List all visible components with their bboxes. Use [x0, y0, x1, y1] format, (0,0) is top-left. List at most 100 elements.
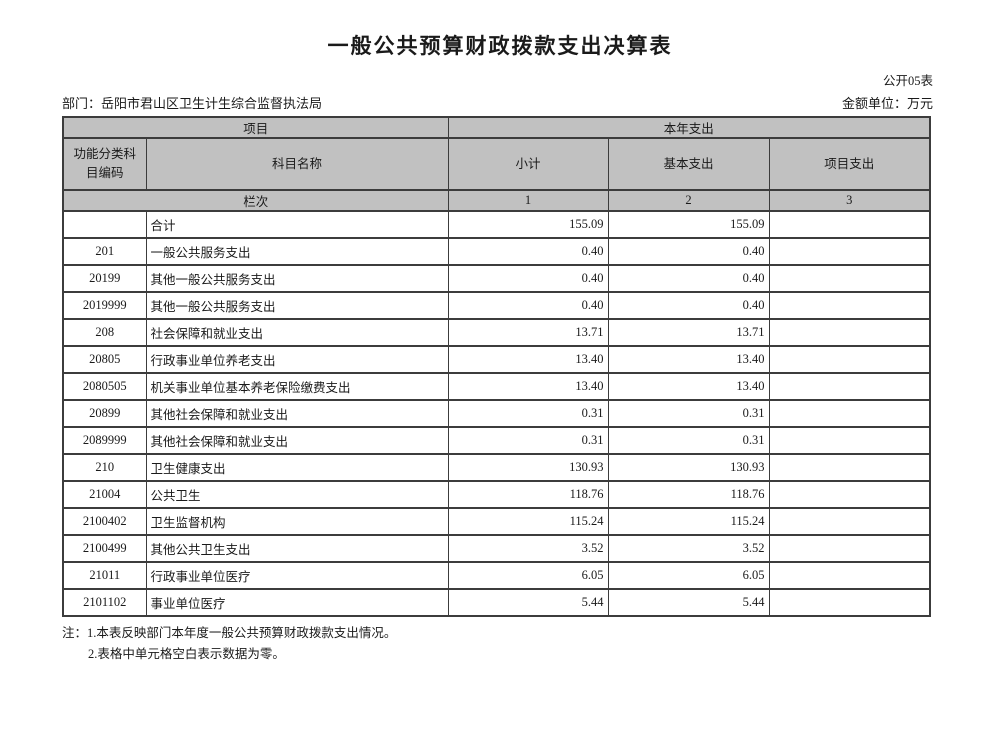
header-lanci: 栏次 — [62, 189, 449, 212]
header-row-lanci: 栏次 1 2 3 — [62, 189, 931, 212]
header-colnum-3: 3 — [768, 189, 931, 212]
cell-subtotal: 155.09 — [447, 210, 609, 239]
header-current-year-group: 本年支出 — [447, 116, 931, 139]
cell-name: 其他公共卫生支出 — [145, 534, 449, 563]
cell-subtotal: 13.40 — [447, 345, 609, 374]
cell-project — [768, 318, 931, 347]
cell-code: 2100499 — [62, 534, 147, 563]
table-row: 201 一般公共服务支出 0.40 0.40 — [62, 237, 931, 266]
cell-project — [768, 588, 931, 617]
cell-subtotal: 0.40 — [447, 237, 609, 266]
department-label: 部门：岳阳市君山区卫生计生综合监督执法局 — [62, 96, 323, 111]
cell-code: 201 — [62, 237, 147, 266]
cell-basic: 6.05 — [607, 561, 770, 590]
header-colnum-2: 2 — [607, 189, 770, 212]
unit-label: 金额单位：万元 — [841, 96, 933, 111]
table-code-label: 公开05表 — [882, 74, 933, 88]
table-row: 2089999 其他社会保障和就业支出 0.31 0.31 — [62, 426, 931, 455]
header-subtotal: 小计 — [447, 137, 609, 191]
cell-code: 21011 — [62, 561, 147, 590]
cell-subtotal: 0.31 — [447, 426, 609, 455]
table-row: 2080505 机关事业单位基本养老保险缴费支出 13.40 13.40 — [62, 372, 931, 401]
cell-code: 210 — [62, 453, 147, 482]
table-row: 2100402 卫生监督机构 115.24 115.24 — [62, 507, 931, 536]
header-code: 功能分类科目编码 — [62, 137, 147, 191]
note-line-1: 注：1.本表反映部门本年度一般公共预算财政拨款支出情况。 — [62, 626, 397, 640]
cell-basic: 0.31 — [607, 426, 770, 455]
table-row: 208 社会保障和就业支出 13.71 13.71 — [62, 318, 931, 347]
cell-project — [768, 345, 931, 374]
cell-code: 2101102 — [62, 588, 147, 617]
notes: 注：1.本表反映部门本年度一般公共预算财政拨款支出情况。 2.表格中单元格空白表… — [62, 623, 1000, 664]
expenditure-table: 项目 本年支出 功能分类科目编码 科目名称 小计 基本支出 项目支出 栏次 1 … — [62, 116, 932, 617]
cell-subtotal: 130.93 — [447, 453, 609, 482]
cell-name: 社会保障和就业支出 — [145, 318, 449, 347]
cell-subtotal: 0.40 — [447, 264, 609, 293]
header-project-group: 项目 — [62, 116, 449, 139]
cell-subtotal: 13.71 — [447, 318, 609, 347]
note-line-2: 2.表格中单元格空白表示数据为零。 — [88, 646, 285, 661]
header-basic-expense: 基本支出 — [607, 137, 770, 191]
cell-subtotal: 6.05 — [447, 561, 609, 590]
header-row-columns: 功能分类科目编码 科目名称 小计 基本支出 项目支出 — [62, 137, 931, 191]
page-title: 一般公共预算财政拨款支出决算表 — [327, 34, 673, 58]
cell-name: 机关事业单位基本养老保险缴费支出 — [145, 372, 449, 401]
cell-name: 其他社会保障和就业支出 — [145, 426, 449, 455]
cell-subtotal: 118.76 — [447, 480, 609, 509]
cell-code: 2100402 — [62, 507, 147, 536]
table-row: 合计 155.09 155.09 — [62, 210, 931, 239]
table-row: 20899 其他社会保障和就业支出 0.31 0.31 — [62, 399, 931, 428]
cell-project — [768, 372, 931, 401]
cell-code: 20199 — [62, 264, 147, 293]
table-row: 21004 公共卫生 118.76 118.76 — [62, 480, 931, 509]
cell-subtotal: 0.31 — [447, 399, 609, 428]
cell-basic: 115.24 — [607, 507, 770, 536]
cell-basic: 0.40 — [607, 237, 770, 266]
cell-basic: 155.09 — [607, 210, 770, 239]
cell-name: 事业单位医疗 — [145, 588, 449, 617]
table-body: 合计 155.09 155.09 201 一般公共服务支出 0.40 0.40 20199 其他… — [62, 210, 931, 617]
cell-basic: 13.40 — [607, 345, 770, 374]
cell-project — [768, 561, 931, 590]
cell-basic: 13.40 — [607, 372, 770, 401]
header-row-groups: 项目 本年支出 — [62, 116, 931, 139]
cell-subtotal: 0.40 — [447, 291, 609, 320]
cell-code: 20899 — [62, 399, 147, 428]
header-project-expense: 项目支出 — [768, 137, 931, 191]
cell-code: 2080505 — [62, 372, 147, 401]
cell-subtotal: 3.52 — [447, 534, 609, 563]
table-row: 2019999 其他一般公共服务支出 0.40 0.40 — [62, 291, 931, 320]
cell-name: 卫生健康支出 — [145, 453, 449, 482]
cell-project — [768, 507, 931, 536]
table-row: 20805 行政事业单位养老支出 13.40 13.40 — [62, 345, 931, 374]
cell-code: 2089999 — [62, 426, 147, 455]
cell-name: 行政事业单位养老支出 — [145, 345, 449, 374]
cell-code — [62, 210, 147, 239]
cell-basic: 0.31 — [607, 399, 770, 428]
cell-basic: 0.40 — [607, 291, 770, 320]
cell-name: 其他一般公共服务支出 — [145, 291, 449, 320]
cell-project — [768, 291, 931, 320]
cell-project — [768, 453, 931, 482]
cell-project — [768, 210, 931, 239]
cell-name: 卫生监督机构 — [145, 507, 449, 536]
cell-basic: 118.76 — [607, 480, 770, 509]
cell-subtotal: 115.24 — [447, 507, 609, 536]
table-row: 2100499 其他公共卫生支出 3.52 3.52 — [62, 534, 931, 563]
cell-code: 2019999 — [62, 291, 147, 320]
cell-project — [768, 426, 931, 455]
cell-basic: 3.52 — [607, 534, 770, 563]
cell-basic: 5.44 — [607, 588, 770, 617]
table-row: 21011 行政事业单位医疗 6.05 6.05 — [62, 561, 931, 590]
cell-name: 公共卫生 — [145, 480, 449, 509]
cell-project — [768, 237, 931, 266]
table-row: 20199 其他一般公共服务支出 0.40 0.40 — [62, 264, 931, 293]
table-row: 210 卫生健康支出 130.93 130.93 — [62, 453, 931, 482]
cell-code: 21004 — [62, 480, 147, 509]
cell-basic: 130.93 — [607, 453, 770, 482]
cell-name: 行政事业单位医疗 — [145, 561, 449, 590]
cell-basic: 0.40 — [607, 264, 770, 293]
cell-name: 其他社会保障和就业支出 — [145, 399, 449, 428]
cell-code: 208 — [62, 318, 147, 347]
table-row: 2101102 事业单位医疗 5.44 5.44 — [62, 588, 931, 617]
